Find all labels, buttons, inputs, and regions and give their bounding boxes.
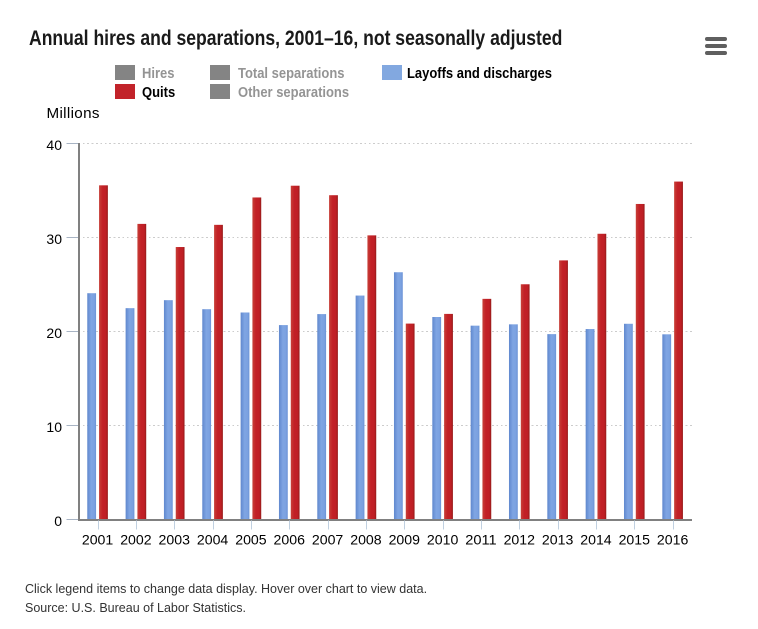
svg-text:2001: 2001 <box>82 533 114 549</box>
svg-text:2013: 2013 <box>542 533 574 549</box>
svg-text:0: 0 <box>54 513 62 529</box>
svg-text:2012: 2012 <box>504 533 536 549</box>
svg-text:2004: 2004 <box>197 533 229 549</box>
svg-text:30: 30 <box>46 231 62 247</box>
svg-text:2002: 2002 <box>120 533 152 549</box>
svg-text:2008: 2008 <box>350 533 382 549</box>
svg-text:40: 40 <box>46 137 62 153</box>
svg-text:2016: 2016 <box>657 533 689 549</box>
svg-text:2011: 2011 <box>465 533 497 549</box>
svg-text:2005: 2005 <box>235 533 267 549</box>
svg-text:2015: 2015 <box>619 533 651 549</box>
svg-text:2006: 2006 <box>274 533 306 549</box>
svg-text:2010: 2010 <box>427 533 459 549</box>
svg-text:2009: 2009 <box>389 533 421 549</box>
svg-text:Millions: Millions <box>47 105 100 122</box>
svg-text:20: 20 <box>46 325 62 341</box>
svg-text:10: 10 <box>46 419 62 435</box>
svg-text:2003: 2003 <box>159 533 191 549</box>
svg-text:2014: 2014 <box>580 533 612 549</box>
svg-text:2007: 2007 <box>312 533 344 549</box>
